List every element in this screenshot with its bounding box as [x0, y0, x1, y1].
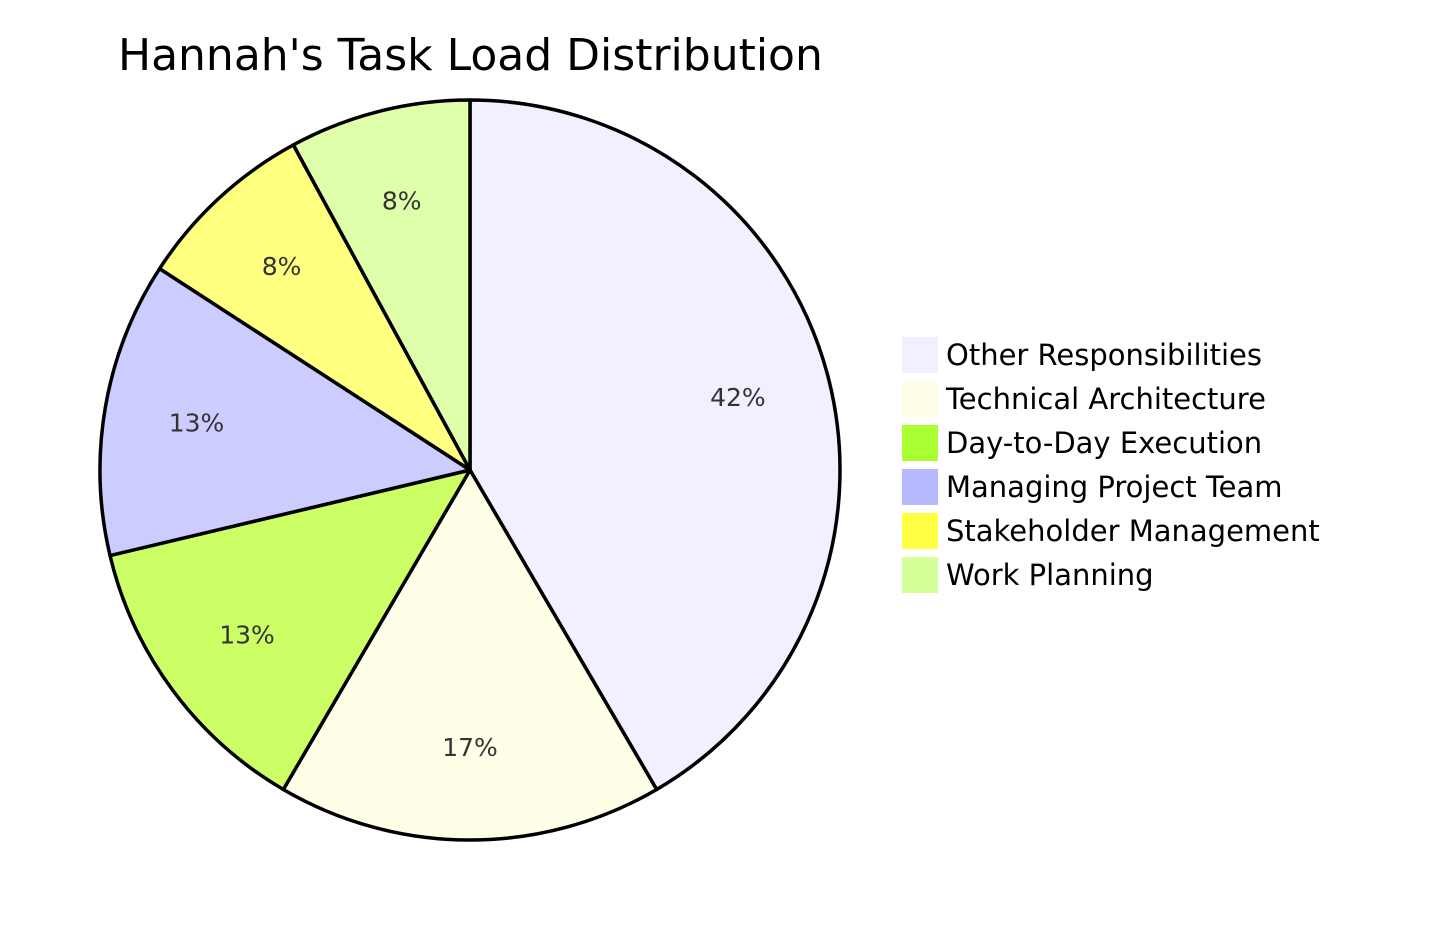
legend-swatch: [902, 513, 938, 549]
legend: Other Responsibilities Technical Architec…: [902, 337, 1320, 593]
slice-label-other-responsibilities: 42%: [710, 383, 766, 412]
legend-item-stakeholder-management: Stakeholder Management: [902, 513, 1320, 549]
slice-label-work-planning: 8%: [382, 187, 422, 216]
pie-slice-stakeholder-management: [157, 143, 472, 472]
legend-swatch: [902, 469, 938, 505]
chart-title: Hannah's Task Load Distribution: [118, 30, 823, 81]
slice-label-stakeholder-management: 8%: [262, 252, 302, 281]
pie-slice-day-to-day-execution: [108, 468, 472, 792]
slice-label-day-to-day-execution: 13%: [219, 621, 275, 650]
legend-label: Day-to-Day Execution: [946, 426, 1262, 460]
legend-swatch: [902, 337, 938, 373]
legend-label: Stakeholder Management: [946, 514, 1320, 548]
pie-slice-other-responsibilities: [468, 98, 842, 792]
slice-label-managing-project-team: 13%: [169, 408, 225, 437]
slice-labels: 42% 17% 13% 13% 8% 8%: [169, 187, 766, 762]
pie-slice-managing-project-team: [98, 266, 472, 558]
legend-label: Managing Project Team: [946, 470, 1283, 504]
legend-label: Work Planning: [946, 558, 1154, 592]
legend-item-managing-project-team: Managing Project Team: [902, 469, 1283, 505]
legend-swatch: [902, 425, 938, 461]
legend-swatch: [902, 557, 938, 593]
pie-slices: [98, 98, 842, 842]
legend-label: Technical Architecture: [945, 382, 1266, 416]
legend-item-technical-architecture: Technical Architecture: [902, 381, 1266, 417]
pie-slice-work-planning: [291, 98, 472, 472]
pie-slice-technical-architecture: [281, 468, 659, 842]
legend-label: Other Responsibilities: [946, 338, 1262, 372]
legend-item-day-to-day-execution: Day-to-Day Execution: [902, 425, 1262, 461]
slice-label-technical-architecture: 17%: [442, 733, 498, 762]
legend-swatch: [902, 381, 938, 417]
legend-item-work-planning: Work Planning: [902, 557, 1154, 593]
legend-item-other-responsibilities: Other Responsibilities: [902, 337, 1262, 373]
